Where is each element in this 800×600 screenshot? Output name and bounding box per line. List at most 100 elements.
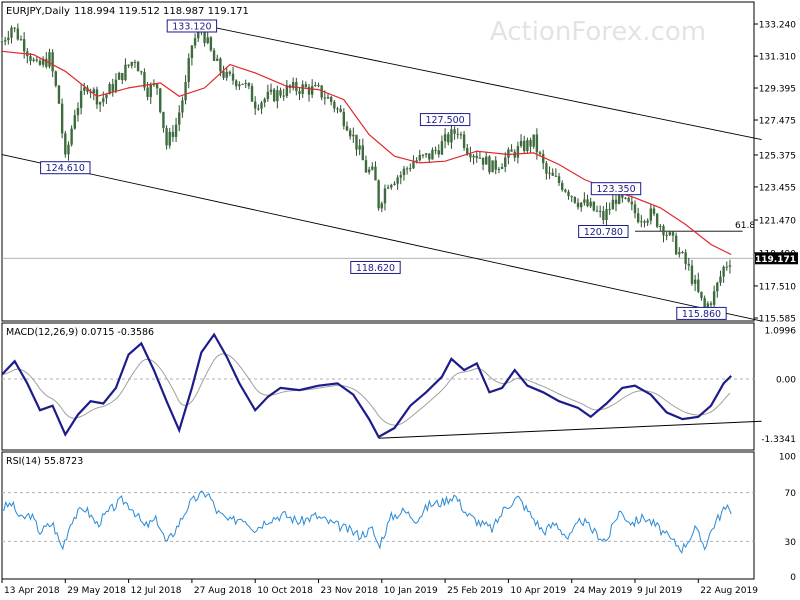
candle-body bbox=[111, 84, 114, 92]
candle-body bbox=[35, 59, 39, 61]
candle-body bbox=[510, 149, 513, 152]
candle-body bbox=[386, 187, 390, 189]
macd-line bbox=[1, 332, 732, 439]
candle-body bbox=[222, 71, 225, 78]
annotation-box bbox=[40, 161, 91, 175]
candle-body bbox=[130, 62, 133, 66]
candle-body bbox=[693, 279, 697, 284]
macd-y-tick-label: -1.3341 bbox=[761, 435, 796, 445]
candle-body bbox=[526, 140, 529, 152]
candle-body bbox=[339, 108, 342, 112]
candle-body bbox=[86, 87, 89, 92]
candle-body bbox=[659, 226, 662, 228]
candle-body bbox=[181, 100, 184, 113]
candle-body bbox=[79, 90, 83, 109]
candle-body bbox=[535, 134, 539, 153]
candle-body bbox=[725, 266, 728, 268]
candle-body bbox=[668, 232, 672, 235]
candle-body bbox=[3, 40, 7, 42]
candle-body bbox=[640, 221, 643, 223]
candle-body bbox=[579, 202, 583, 208]
macd-panel-frame bbox=[1, 322, 755, 451]
candle-body bbox=[570, 196, 573, 198]
candle-body bbox=[393, 183, 396, 185]
candle-body bbox=[636, 213, 640, 223]
annotation-label: 127.500 bbox=[425, 115, 464, 126]
timeframe-label: Daily bbox=[45, 6, 70, 17]
candle-body bbox=[260, 102, 263, 109]
annotation-box bbox=[676, 306, 727, 320]
candle-body bbox=[247, 83, 251, 87]
candle-body bbox=[0, 41, 4, 43]
candle-body bbox=[102, 98, 105, 103]
rsi-panel-frame bbox=[1, 451, 755, 580]
candle-body bbox=[592, 201, 596, 211]
candle-body bbox=[367, 169, 371, 173]
candle-body bbox=[272, 89, 276, 102]
macd-title: MACD(12,26,9) 0.0715 -0.3586 bbox=[6, 327, 154, 338]
rsi-y-tick-label: 0 bbox=[790, 573, 796, 583]
macd-signal-line bbox=[1, 353, 731, 426]
candle-body bbox=[355, 134, 358, 150]
candle-body bbox=[263, 99, 266, 103]
candle-body bbox=[206, 37, 209, 44]
symbol-label: EURJPY bbox=[6, 6, 42, 17]
candle-body bbox=[241, 83, 244, 85]
candle-body bbox=[671, 232, 675, 236]
price-candles bbox=[0, 22, 732, 315]
candle-body bbox=[703, 298, 706, 309]
candle-body bbox=[516, 146, 520, 158]
candle-body bbox=[48, 52, 51, 67]
candle-body bbox=[228, 71, 232, 74]
candle-body bbox=[64, 133, 67, 155]
candle-body bbox=[364, 160, 368, 173]
macd-y-axis: 1.0996 0.00 -1.3341 bbox=[2, 327, 796, 445]
candle-body bbox=[291, 82, 295, 88]
candle-body bbox=[621, 192, 624, 198]
ohlc-header: 118.994 119.512 118.987 119.171 bbox=[74, 6, 249, 17]
candle-body bbox=[453, 129, 456, 134]
x-tick-label: 24 May 2019 bbox=[574, 586, 633, 596]
candle-body bbox=[576, 202, 580, 208]
candle-body bbox=[238, 84, 241, 87]
candle-body bbox=[687, 263, 691, 266]
candle-body bbox=[608, 209, 611, 211]
candle-body bbox=[459, 134, 463, 136]
candle-body bbox=[396, 177, 399, 184]
candle-body bbox=[646, 220, 649, 223]
candle-body bbox=[605, 209, 608, 221]
x-tick-label: 23 Nov 2018 bbox=[321, 586, 379, 596]
candle-body bbox=[184, 81, 187, 101]
candle-body bbox=[219, 58, 222, 72]
candle-body bbox=[323, 97, 327, 99]
candle-body bbox=[190, 45, 194, 59]
candle-body bbox=[250, 86, 254, 102]
x-tick-label: 27 Aug 2018 bbox=[194, 586, 252, 596]
candle-body bbox=[149, 84, 152, 97]
candle-body bbox=[282, 95, 285, 97]
candle-body bbox=[548, 172, 551, 174]
candle-body bbox=[108, 84, 111, 95]
candle-body bbox=[551, 172, 554, 176]
candle-body bbox=[244, 83, 247, 85]
annotation-label: 124.610 bbox=[46, 163, 85, 174]
candle-body bbox=[225, 71, 228, 78]
candle-body bbox=[317, 85, 320, 87]
candle-body bbox=[320, 85, 323, 98]
rsi-y-axis: 100 70 30 0 bbox=[2, 453, 796, 583]
candle-body bbox=[523, 140, 526, 152]
candle-body bbox=[146, 87, 149, 97]
candle-body bbox=[595, 210, 599, 212]
price-y-axis: 133.240 131.310 129.395 127.475 125.375 123.4… bbox=[2, 20, 798, 325]
candle-body bbox=[67, 144, 70, 155]
candle-body bbox=[719, 276, 722, 283]
x-tick-label: 22 Aug 2019 bbox=[700, 586, 758, 596]
candle-body bbox=[333, 101, 336, 109]
candle-body bbox=[235, 80, 238, 87]
candle-body bbox=[155, 84, 159, 89]
candle-body bbox=[203, 28, 206, 44]
candle-body bbox=[431, 149, 434, 160]
candle-body bbox=[352, 134, 355, 137]
candle-body bbox=[652, 208, 656, 214]
candle-body bbox=[491, 160, 494, 173]
